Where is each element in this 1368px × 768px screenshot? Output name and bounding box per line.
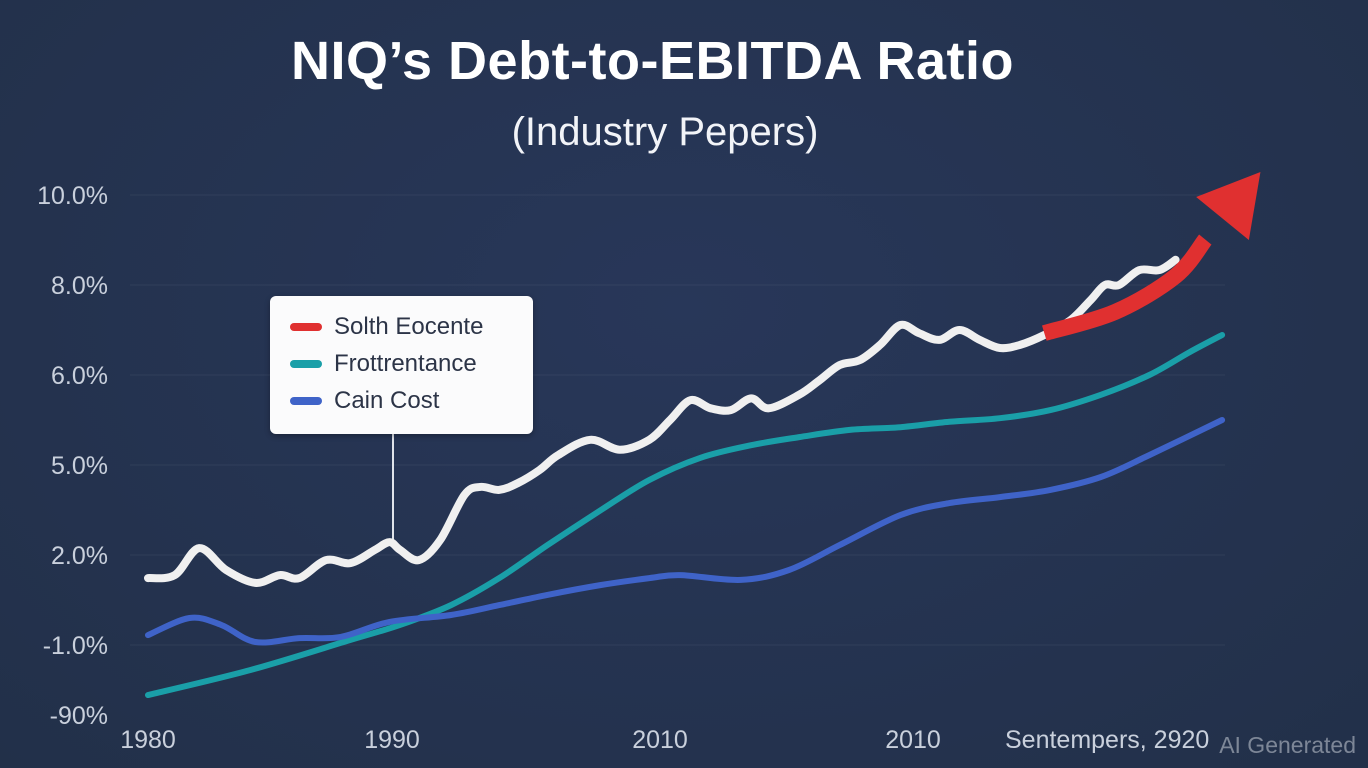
y-tick-label: 5.0% [51, 452, 108, 480]
y-tick-label: -90% [50, 702, 108, 730]
legend-item: Frottrentance [290, 350, 477, 378]
chart-title: NIQ’s Debt-to-EBITDA Ratio [291, 31, 1014, 91]
x-tick-label: 1990 [364, 726, 420, 754]
legend-label: Frottrentance [334, 350, 477, 377]
legend-swatch-red [290, 323, 322, 331]
y-tick-label: 6.0% [51, 362, 108, 390]
x-tick-label: 2010 [885, 726, 941, 754]
legend-item: Cain Cost [290, 387, 439, 415]
legend-item: Solth Eocente [290, 313, 483, 341]
legend-swatch-blue [290, 397, 322, 405]
legend-label: Cain Cost [334, 387, 440, 414]
legend-label: Solth Eocente [334, 313, 484, 340]
watermark: AI Generated [1219, 732, 1356, 758]
chart-subtitle: (Industry Pepers) [511, 110, 819, 154]
y-tick-label: 8.0% [51, 272, 108, 300]
y-tick-label: 10.0% [37, 182, 108, 210]
series-line-1 [145, 332, 1226, 699]
y-tick-label: 2.0% [51, 542, 108, 570]
series-line-0 [144, 255, 1180, 587]
y-tick-label: -1.0% [43, 632, 108, 660]
series-line-2 [145, 417, 1226, 646]
x-tick-label: 2010 [632, 726, 688, 754]
x-tick-label: Sentempers, 2920 [1005, 726, 1209, 754]
x-tick-label: 1980 [120, 726, 176, 754]
arrow-head [1196, 172, 1261, 241]
series-line-red-arrow [1041, 234, 1212, 341]
legend: Solth Eocente Frottrentance Cain Cost [270, 296, 533, 434]
legend-swatch-teal [290, 360, 322, 368]
